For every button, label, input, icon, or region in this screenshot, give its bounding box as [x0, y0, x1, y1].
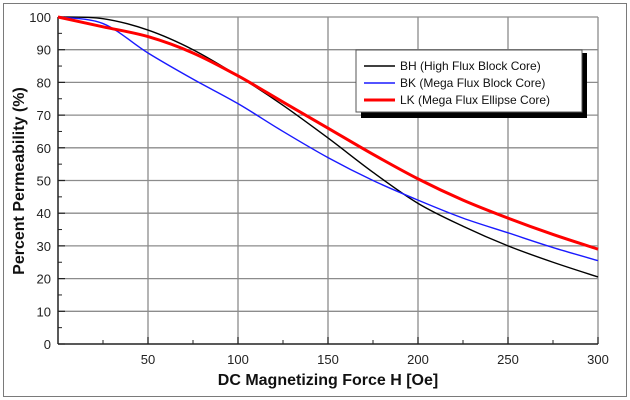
x-axis-title: DC Magnetizing Force H [Oe] [218, 372, 438, 389]
y-tick-label: 90 [37, 43, 51, 58]
series-bk-line [57, 16, 599, 262]
y-tick-label: 50 [37, 174, 51, 189]
y-tick-label: 10 [37, 304, 51, 319]
y-tick-label: 70 [37, 108, 51, 123]
x-tick-label: 100 [227, 352, 249, 367]
y-tick-label: 0 [44, 337, 51, 352]
x-tick-label: 300 [587, 352, 609, 367]
y-tick-label: 80 [37, 75, 51, 90]
y-tick-label: 100 [29, 10, 51, 25]
y-tick-label: 30 [37, 239, 51, 254]
legend-box [355, 49, 583, 113]
y-tick-label: 40 [37, 206, 51, 221]
legend-item-lk-label: LK (Mega Flux Ellipse Core) [400, 93, 550, 107]
x-tick-label: 50 [141, 352, 155, 367]
chart-frame [3, 3, 627, 397]
series-bh-line [57, 16, 599, 278]
x-tick-label: 150 [317, 352, 339, 367]
legend-item-bk-label: BK (Mega Flux Block Core) [400, 76, 545, 90]
y-axis-title: Percent Permeability (%) [11, 87, 28, 275]
series-lk-line [57, 15, 599, 251]
legend-item-bh-label: BH (High Flux Block Core) [400, 59, 541, 73]
x-tick-label: 200 [407, 352, 429, 367]
y-tick-label: 60 [37, 141, 51, 156]
x-tick-label: 250 [497, 352, 519, 367]
legend: BH (High Flux Block Core) BK (Mega Flux B… [355, 49, 587, 118]
ticks: 0 10 20 30 40 50 60 70 80 90 100 50 100 150 200 250 300 [29, 10, 609, 367]
y-tick-label: 20 [37, 272, 51, 287]
series-group [57, 15, 599, 278]
